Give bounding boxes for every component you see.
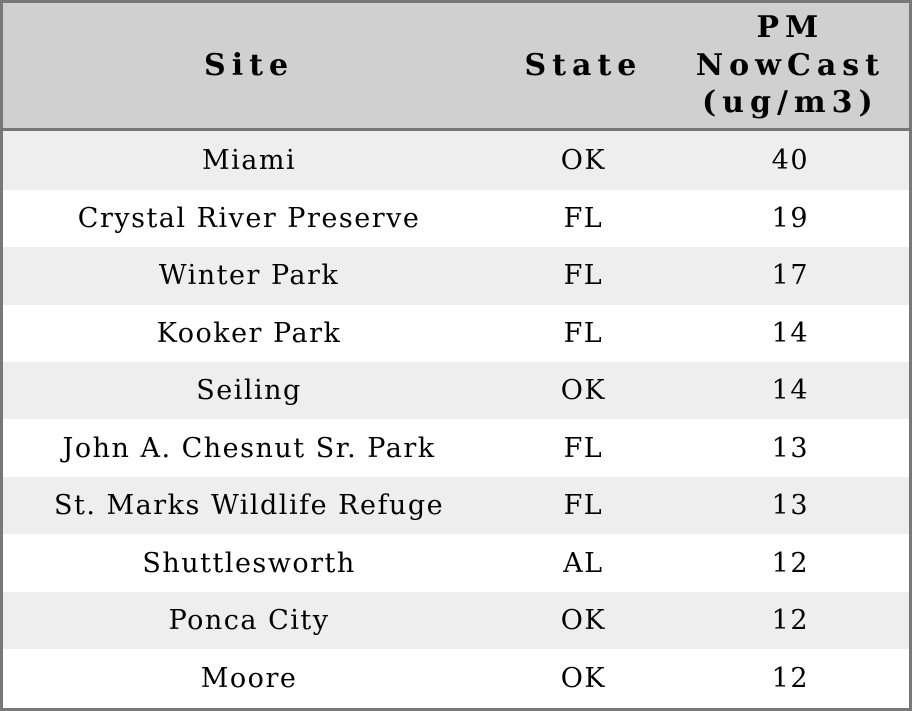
pm-header-line-1: PM bbox=[756, 10, 825, 46]
site-cell: Winter Park bbox=[158, 260, 340, 292]
site-cell: Crystal River Preserve bbox=[77, 202, 421, 234]
site-cell: John A. Chesnut Sr. Park bbox=[62, 432, 436, 464]
table-row: St. Marks Wildlife Refuge FL 13 bbox=[1, 476, 911, 535]
value-cell: 12 bbox=[771, 605, 810, 636]
state-cell: OK bbox=[560, 144, 607, 176]
table-row: Kooker Park FL 14 bbox=[1, 304, 911, 363]
site-cell: Moore bbox=[200, 663, 298, 695]
table-header: Site State PM NowCast (ug/m3) bbox=[1, 1, 911, 131]
site-cell: St. Marks Wildlife Refuge bbox=[54, 490, 445, 522]
value-cell: 17 bbox=[771, 260, 810, 292]
site-cell: Seiling bbox=[196, 375, 302, 407]
table-row: Ponca City OK 12 bbox=[1, 591, 911, 650]
site-cell: Ponca City bbox=[168, 605, 330, 636]
site-cell: Shuttlesworth bbox=[142, 547, 356, 579]
table-row: Miami OK 40 bbox=[1, 129, 911, 190]
column-header-state: State bbox=[495, 1, 672, 131]
pm-header-line-3: (ug/m3) bbox=[701, 85, 879, 121]
value-cell: 40 bbox=[771, 144, 810, 176]
table-row: Seiling OK 14 bbox=[1, 362, 911, 420]
header-row: Site State PM NowCast (ug/m3) bbox=[1, 1, 911, 131]
state-cell: AL bbox=[563, 547, 604, 579]
column-header-site: Site bbox=[1, 1, 496, 131]
site-cell: Miami bbox=[202, 144, 297, 176]
table-row: John A. Chesnut Sr. Park FL 13 bbox=[1, 419, 911, 477]
value-cell: 12 bbox=[771, 547, 810, 579]
state-cell: FL bbox=[563, 317, 604, 349]
table-body: Miami OK 40 Crystal River Preserve FL 19… bbox=[1, 129, 911, 710]
state-cell: FL bbox=[563, 432, 604, 464]
column-header-pm-nowcast: PM NowCast (ug/m3) bbox=[671, 1, 911, 131]
table-row: Moore OK 12 bbox=[1, 649, 911, 710]
state-cell: FL bbox=[563, 202, 604, 234]
state-cell: OK bbox=[560, 663, 607, 695]
value-cell: 13 bbox=[771, 432, 810, 464]
state-cell: OK bbox=[560, 605, 607, 636]
site-cell: Kooker Park bbox=[156, 317, 342, 349]
value-cell: 14 bbox=[771, 375, 810, 407]
pm-header-line-2: NowCast bbox=[695, 47, 886, 83]
value-cell: 12 bbox=[771, 663, 810, 695]
value-cell: 14 bbox=[771, 317, 810, 349]
table-row: Crystal River Preserve FL 19 bbox=[1, 189, 911, 248]
table-row: Winter Park FL 17 bbox=[1, 247, 911, 305]
state-cell: FL bbox=[563, 260, 604, 292]
table-row: Shuttlesworth AL 12 bbox=[1, 534, 911, 592]
value-cell: 19 bbox=[771, 202, 810, 234]
state-cell: FL bbox=[563, 490, 604, 522]
state-cell: OK bbox=[560, 375, 607, 407]
value-cell: 13 bbox=[771, 490, 810, 522]
